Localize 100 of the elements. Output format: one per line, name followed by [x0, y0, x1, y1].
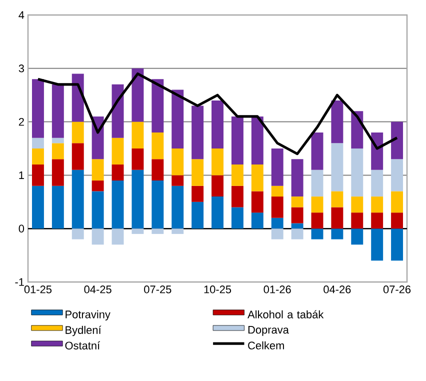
- bar: [92, 180, 104, 192]
- bar: [132, 170, 144, 229]
- x-tick-label: 07-26: [383, 286, 411, 294]
- bar: [52, 159, 64, 186]
- x-tick-label: 04-26: [324, 286, 351, 294]
- bar: [52, 138, 64, 144]
- bar: [271, 148, 284, 186]
- bar: [311, 212, 324, 229]
- bar: [92, 159, 104, 181]
- x-tick-label: 04-25: [84, 286, 112, 294]
- line-series: [36, 72, 398, 156]
- bar: [351, 212, 364, 229]
- y-tick-label: 1: [19, 171, 24, 179]
- bar: [311, 228, 324, 240]
- bar: [351, 228, 364, 245]
- bar: [192, 186, 204, 202]
- bar: [112, 84, 124, 138]
- bar: [251, 212, 264, 229]
- bar: [72, 122, 84, 144]
- bar: [231, 207, 244, 229]
- bar: [172, 90, 184, 148]
- x-tick-label: 10-25: [204, 286, 232, 294]
- legend-label: Bydlení: [66, 326, 102, 336]
- bar: [72, 74, 84, 122]
- bar: [192, 202, 204, 229]
- bar: [331, 228, 344, 240]
- bar: [72, 228, 84, 240]
- bar: [231, 164, 244, 186]
- bar: [291, 159, 304, 197]
- bar: [212, 100, 224, 148]
- bar: [251, 191, 264, 213]
- bar: [271, 186, 284, 197]
- bar: [391, 212, 404, 229]
- y-tick-label: 0: [18, 224, 24, 232]
- bar: [172, 186, 184, 229]
- bar: [271, 218, 284, 229]
- bar: [251, 116, 264, 165]
- bar: [212, 148, 224, 176]
- bar: [331, 100, 344, 144]
- bar: [92, 191, 104, 229]
- legend-label: Doprava: [248, 326, 289, 336]
- bar: [152, 79, 164, 132]
- bar: [271, 196, 284, 218]
- legend-label: Celkem: [248, 341, 284, 350]
- bar: [351, 148, 364, 197]
- bar: [72, 143, 84, 170]
- bar: [192, 106, 204, 160]
- bar: [391, 191, 404, 213]
- bar: [152, 180, 164, 229]
- y-tick-label: 4: [18, 11, 24, 19]
- bar: [391, 228, 404, 261]
- x-tick-label: 01-26: [264, 286, 291, 294]
- bar: [291, 196, 304, 208]
- bar: [391, 122, 404, 160]
- bar: [331, 191, 344, 208]
- bar: [371, 170, 384, 197]
- bar: [32, 164, 44, 186]
- bar: [311, 196, 324, 213]
- bar: [172, 148, 184, 176]
- bar: [152, 132, 164, 160]
- bar: [112, 164, 124, 181]
- legend-label: Alkohol a tabák: [248, 310, 324, 318]
- bar: [351, 196, 364, 213]
- bar: [152, 159, 164, 181]
- bar: [231, 116, 244, 165]
- bar: [132, 148, 144, 170]
- y-tick-label: 3: [18, 64, 24, 72]
- bar: [52, 84, 64, 138]
- bar: [32, 186, 44, 229]
- bar: [92, 228, 104, 245]
- bar: [112, 228, 124, 245]
- bar: [291, 207, 304, 224]
- bar: [112, 180, 124, 229]
- bar: [132, 228, 144, 234]
- bar: [311, 170, 324, 197]
- bar: [212, 175, 224, 197]
- bar: [371, 212, 384, 229]
- bar: [132, 122, 144, 148]
- y-tick-label: 2: [18, 118, 24, 126]
- bar: [32, 79, 44, 138]
- x-tick-label: 01-25: [24, 286, 52, 294]
- bar: [371, 196, 384, 213]
- bar: [32, 138, 44, 148]
- bar: [32, 148, 44, 165]
- bar: [331, 207, 344, 229]
- bar: [72, 170, 84, 229]
- bar: [172, 175, 184, 186]
- bar: [212, 196, 224, 229]
- legend-label: Ostatní: [65, 341, 100, 350]
- bar: [112, 138, 124, 165]
- x-tick-label: 07-25: [144, 286, 172, 294]
- bar: [271, 228, 284, 240]
- bar: [152, 228, 164, 234]
- bar: [291, 223, 304, 229]
- bar: [391, 159, 404, 192]
- bar: [172, 228, 184, 234]
- bar: [132, 68, 144, 122]
- y-tick-label: -1: [15, 278, 24, 286]
- legend-label: Potraviny: [66, 310, 110, 320]
- bar: [192, 159, 204, 186]
